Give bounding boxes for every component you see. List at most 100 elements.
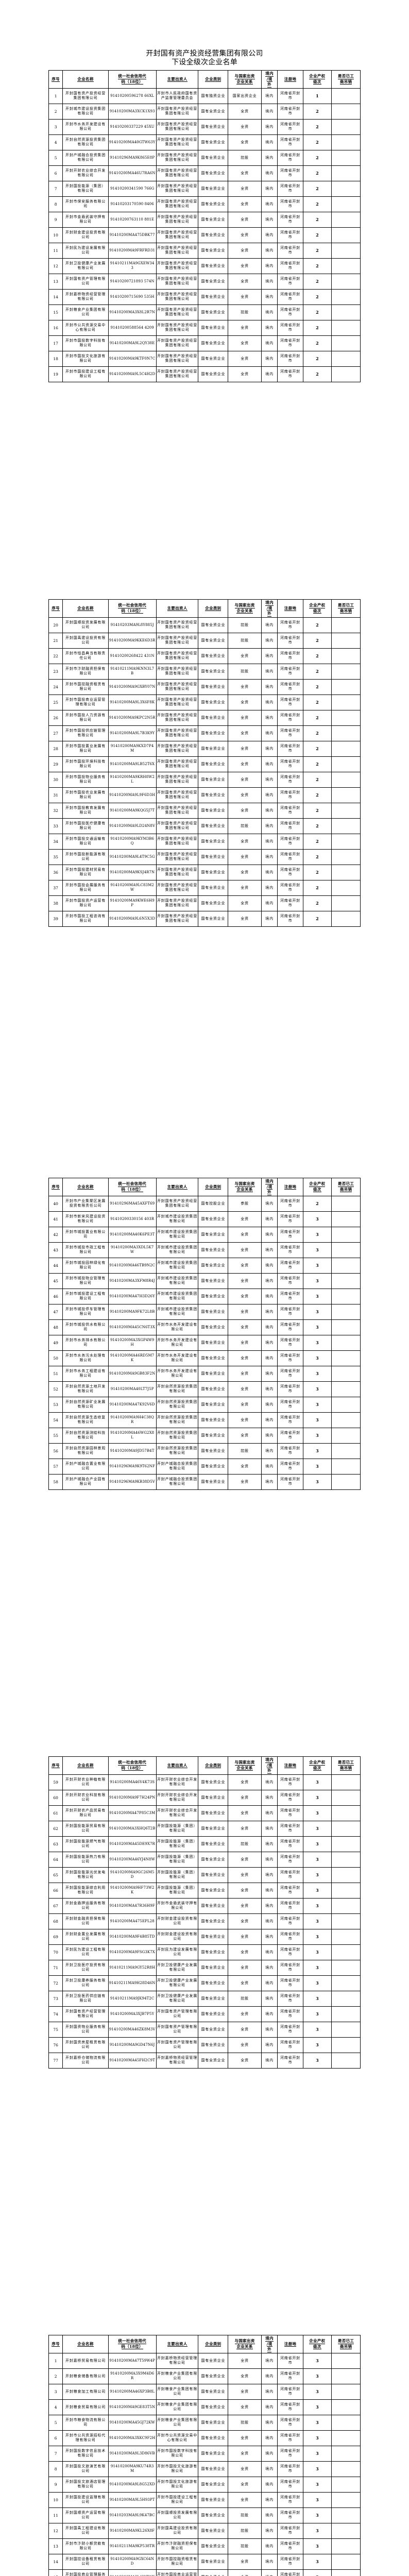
cell-relation: 全资 xyxy=(228,1805,262,1821)
cell-revoked xyxy=(331,1851,361,1868)
cell-revoked xyxy=(331,289,361,305)
cell-revoked xyxy=(331,165,361,181)
cell-type: 国有全资企业 xyxy=(198,1458,229,1475)
cell-owner: 开封国有资产管理有限公司 xyxy=(156,2006,199,2022)
cell-relation: 全资 xyxy=(228,1473,262,1490)
cell-type: 国有全资企业 xyxy=(198,1774,229,1790)
column-header-locale-line-2: /境 xyxy=(266,1184,272,1190)
cell-locale: 境内 xyxy=(261,335,278,351)
cell-index: 49 xyxy=(48,1334,63,1351)
cell-credit-code: 91410200MA9GC26M5D xyxy=(108,1867,157,1883)
cell-relation: 全资 xyxy=(228,350,262,367)
cell-level: 3 xyxy=(302,2052,332,2069)
cell-level: 2 xyxy=(302,910,332,927)
cell-name: 开封市城投置业有限公司 xyxy=(62,1226,109,1243)
table-row: 43 开封市城投市政工程有限公司 91410200MA3XDL5K7W 开封城市建设投… xyxy=(48,1242,361,1258)
cell-credit-code: 91410200MA46RD5M7K xyxy=(108,1350,157,1366)
cell-name: 开封产城融合产业园有限公司 xyxy=(62,1473,109,1490)
cell-relation: 全资 xyxy=(228,679,262,695)
cell-owner: 开封粮食产业集团有限公司 xyxy=(156,2414,199,2431)
cell-owner: 开封国有资产投资经营集团有限公司 xyxy=(156,227,199,243)
cell-name: 开封市国投教育发展有限公司 xyxy=(62,802,109,819)
cell-registered: 河南省开封市 xyxy=(277,1443,303,1459)
column-header-locale-line-3: 外 xyxy=(267,1768,271,1774)
column-header-credit-code-line-1: 统一社会信用代 xyxy=(118,603,146,608)
cell-type: 国有全资企业 xyxy=(198,1334,229,1351)
cell-index: 59 xyxy=(48,1774,63,1790)
cell-name: 开封市公共资源招标代理有限公司 xyxy=(62,2430,109,2446)
cell-type: 国有全资企业 xyxy=(198,1913,229,1929)
table-row: 8 开封市保安服务有限公司 91410203170590 8406 开封国有资产投资经… xyxy=(48,196,361,212)
cell-relation: 控股 xyxy=(228,2414,262,2431)
cell-relation: 全资 xyxy=(228,1820,262,1837)
cell-owner: 开封国有资产投资经营集团有限公司 xyxy=(156,818,199,834)
cell-type: 国有全资企业 xyxy=(198,289,229,305)
cell-credit-code: 91410200MA475DBK77 xyxy=(108,227,157,243)
column-header-owner: 主要出资人 xyxy=(156,1756,199,1775)
cell-owner: 开封国有资产投资经营集团有限公司 xyxy=(156,632,199,649)
cell-revoked xyxy=(331,2507,361,2523)
cell-type: 国有全资企业 xyxy=(198,679,229,695)
cell-index: 12 xyxy=(48,2522,63,2539)
column-header-level: 企业产权 级次 xyxy=(302,70,332,89)
column-header-locale-line-1: 境内 xyxy=(265,2336,274,2342)
cell-owner: 开封国有资产投资经营集团有限公司 xyxy=(156,149,199,166)
cell-locale: 境内 xyxy=(261,366,278,382)
cell-level: 3 xyxy=(302,1820,332,1837)
column-header-relation: 与国家出资 企业关系 xyxy=(228,599,262,618)
cell-credit-code: 91410211MA9KP538TR xyxy=(108,2538,157,2554)
cell-name: 开封自然资源园林景观有限公司 xyxy=(62,1443,109,1459)
company-registry-table: 序号 企业名称 统一社会信用代 码（18位） 主要出资人 企业类别 与国家出资 企业关系 境内 /… xyxy=(48,70,361,382)
table-row: 34 开封市国投交通运输有限公司 91410200MA9KYM3B6Q 开封国有资产投… xyxy=(48,833,361,850)
cell-registered: 河南省开封市 xyxy=(277,335,303,351)
cell-owner: 开封市国投文化旅游有限公司 xyxy=(156,2461,199,2477)
table-row: 20 开封国顺投资发展有限公司 91410203MA9L8Y885J 开封国有资产投资… xyxy=(48,617,361,633)
cell-name: 开封民为建设发展有限公司 xyxy=(62,242,109,259)
cell-level: 3 xyxy=(302,1226,332,1243)
cell-revoked xyxy=(331,1990,361,2007)
page-5: 序号 企业名称 统一社会信用代 码（18位） 主要出资人 企业类别 与国家出资 企业关系 境内 /… xyxy=(0,2314,409,2576)
cell-level: 2 xyxy=(302,258,332,274)
column-header-type: 企业类别 xyxy=(198,1178,229,1196)
table-row: 10 开封财金建设投资有限公司 91410200MA475DBK77 开封国有资产投资… xyxy=(48,227,361,243)
cell-owner: 开封财金建设投资有限公司 xyxy=(156,1928,199,1945)
cell-locale: 境内 xyxy=(261,2507,278,2523)
table-row: 2 开封城市建设投资集团有限公司 91410200MA3XCK1X93 开封国有资产投… xyxy=(48,103,361,120)
column-header-owner: 主要出资人 xyxy=(156,599,199,618)
cell-type: 国有全资企业 xyxy=(198,227,229,243)
cell-type: 国有全资企业 xyxy=(198,1350,229,1366)
cell-name: 开封国资物业服务有限公司 xyxy=(62,2021,109,2038)
cell-level: 3 xyxy=(302,2553,332,2570)
cell-credit-code: 91410200MA9LD24N8V xyxy=(108,818,157,834)
cell-revoked xyxy=(331,2445,361,2462)
cell-revoked xyxy=(331,1396,361,1413)
cell-level: 2 xyxy=(302,787,332,803)
cell-name: 开封国禹工程建设有限公司 xyxy=(62,2522,109,2539)
table-row: 44 开封市城投园林绿化有限公司 91410200MA46TB9N2C 开封城市建设投… xyxy=(48,1257,361,1274)
cell-type: 国有全资企业 xyxy=(198,1851,229,1868)
column-header-credit-code-line-1: 统一社会信用代 xyxy=(118,74,146,79)
cell-revoked xyxy=(331,2368,361,2384)
table-body: 59 开封开财农业种植有限公司 91410200MA46V4K73S 开封开财农业综合… xyxy=(48,1774,361,2069)
cell-owner: 开封国有资产投资经营集团有限公司 xyxy=(156,103,199,120)
page-3: 序号 企业名称 统一社会信用代 码（18位） 主要出资人 企业类别 与国家出资 企业关系 境内 /… xyxy=(0,1157,409,1736)
table-row: 3 开封粮食加工有限公司 91410200MA46XP3B8L 开封粮食产业集团有限公… xyxy=(48,2383,361,2400)
cell-registered: 河南省开封市 xyxy=(277,2352,303,2369)
cell-owner: 开封国有资产投资经营集团有限公司 xyxy=(156,289,199,305)
cell-relation: 全资 xyxy=(228,879,262,896)
cell-locale: 境内 xyxy=(261,211,278,228)
cell-locale: 境内 xyxy=(261,1319,278,1335)
cell-type: 国有全资企业 xyxy=(198,2399,229,2415)
cell-owner: 开封国有资产投资经营集团有限公司 xyxy=(156,895,199,911)
cell-revoked xyxy=(331,304,361,320)
cell-revoked xyxy=(331,1412,361,1428)
column-header-type: 企业类别 xyxy=(198,1756,229,1775)
cell-locale: 境内 xyxy=(261,1867,278,1883)
cell-revoked xyxy=(331,1473,361,1490)
cell-type: 国有全资企业 xyxy=(198,617,229,633)
cell-locale: 境内 xyxy=(261,1959,278,1976)
cell-owner: 开封国有资产投资经营集团有限公司 xyxy=(156,833,199,850)
cell-revoked xyxy=(331,2538,361,2554)
table-row: 25 开封市国投商业运营管理有限公司 91410200MA9L3X6F8K 开封国有资… xyxy=(48,694,361,710)
cell-registered: 河南省开封市 xyxy=(277,1928,303,1945)
